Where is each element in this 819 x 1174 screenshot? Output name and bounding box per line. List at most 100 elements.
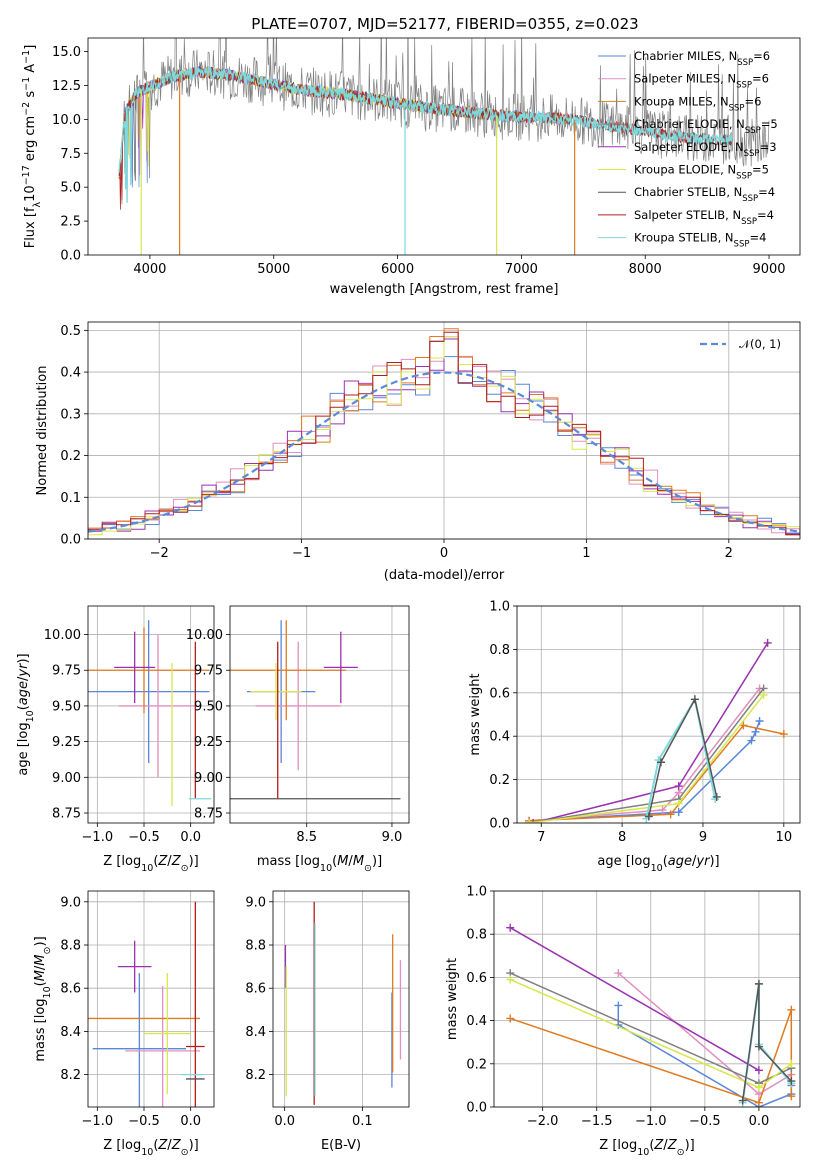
y-axis-label: mass [log10(M/M⊙)] bbox=[33, 936, 53, 1061]
label-part: −2 bbox=[21, 102, 32, 116]
x-tick-label: 0.0 bbox=[180, 1114, 201, 1129]
gaussian-curve bbox=[88, 371, 800, 533]
legend-text: Chabrier STELIB, N bbox=[634, 185, 742, 199]
legend-entry: Salpeter MILES, NSSP=6 bbox=[634, 72, 769, 91]
y-tick-label: 9.00 bbox=[194, 771, 223, 786]
x-tick-label: 1 bbox=[582, 546, 590, 561]
legend-entry: Kroupa STELIB, NSSP=4 bbox=[634, 231, 766, 250]
axes-frame bbox=[87, 37, 801, 256]
label-part: )] bbox=[33, 936, 48, 946]
label-part: )] bbox=[16, 653, 31, 663]
label-part: )] bbox=[189, 1138, 199, 1153]
label-part: A bbox=[23, 64, 38, 77]
legend-entry: Salpeter STELIB, NSSP=4 bbox=[634, 208, 774, 227]
weight-line-chabrier_elodie bbox=[528, 688, 765, 823]
y-tick-label: 5.0 bbox=[60, 181, 81, 196]
weight-marker bbox=[614, 969, 623, 978]
weight-marker bbox=[674, 782, 683, 791]
weight-marker bbox=[754, 979, 763, 988]
label-part: )] bbox=[189, 854, 199, 869]
x-tick-label: −2.0 bbox=[527, 1114, 559, 1129]
x-tick-label: 6000 bbox=[381, 262, 414, 277]
spectrum-line-salpeter_elodie bbox=[118, 65, 497, 175]
y-tick-label: 9.50 bbox=[52, 699, 81, 714]
error-bars bbox=[88, 901, 205, 1107]
spectrum-lines bbox=[118, 38, 770, 255]
legend-n: =3 bbox=[760, 140, 777, 154]
label-part: ⊙ bbox=[677, 1147, 685, 1158]
y-tick-label: 10.0 bbox=[52, 113, 81, 128]
y-tick-label: 9.0 bbox=[245, 895, 266, 910]
x-axis-label: Z [log10(Z/Z⊙)] bbox=[103, 854, 198, 874]
error-bars bbox=[230, 620, 401, 800]
legend-n: =6 bbox=[744, 94, 761, 108]
y-tick-label: 9.75 bbox=[52, 664, 81, 679]
weight-marker bbox=[674, 799, 683, 808]
label-part: age bbox=[16, 681, 31, 705]
weight-line-kroupa_stelib bbox=[645, 696, 717, 819]
label-part: / bbox=[663, 1138, 668, 1153]
spectrum-line-chabrier_elodie bbox=[118, 38, 770, 205]
y-tick-label: 9.25 bbox=[52, 735, 81, 750]
label-part: Z [log bbox=[103, 1138, 141, 1153]
weight-marker bbox=[787, 1077, 796, 1086]
y-tick-label: 9.50 bbox=[194, 699, 223, 714]
y-tick-label: 8.75 bbox=[194, 807, 223, 822]
axes-frame bbox=[516, 605, 801, 824]
y-tick-label: 1.0 bbox=[489, 600, 510, 615]
x-tick-label: −2 bbox=[150, 546, 169, 561]
label-part: / bbox=[16, 676, 31, 681]
legend-sub: SSP bbox=[742, 194, 758, 204]
weight-marker bbox=[658, 805, 667, 814]
mass_vs_Z-chart: −1.0 −0.5 0.08.28.48.68.89.0Z [log10(Z/Z⊙)… bbox=[33, 890, 215, 1158]
x-axis-label: Z [log10(Z/Z⊙)] bbox=[599, 1138, 694, 1158]
label-part: 10 bbox=[637, 1147, 649, 1158]
y-tick-label: 8.2 bbox=[60, 1068, 81, 1083]
weight-marker bbox=[754, 1098, 763, 1107]
label-part: 10 bbox=[42, 986, 53, 998]
y-tick-label: 8.6 bbox=[245, 982, 266, 997]
x-axis-label: age [log10(age/yr)] bbox=[597, 854, 719, 874]
spectrum-chart: 4000 5000 6000 7000 8000 9000 0.0 2.5 5.0 7.5 10.0… bbox=[21, 37, 801, 297]
legend-n: =4 bbox=[758, 185, 775, 199]
label-part: age bbox=[668, 854, 692, 869]
weight-line-chabrier_stelib bbox=[741, 983, 792, 1101]
legend-text: Chabrier MILES, N bbox=[634, 49, 737, 63]
y-tick-label: 0.5 bbox=[60, 324, 81, 339]
label-part: ⊙ bbox=[181, 1147, 189, 1158]
label-part: ( bbox=[332, 854, 337, 869]
label-part: / bbox=[692, 854, 697, 869]
x-tick-label: 0 bbox=[440, 546, 448, 561]
label-part: / bbox=[167, 854, 172, 869]
y-tick-label: 0.2 bbox=[60, 449, 81, 464]
legend-n: =6 bbox=[752, 72, 769, 86]
weight-marker bbox=[506, 1014, 515, 1023]
legend-entry: Chabrier MILES, NSSP=6 bbox=[634, 49, 770, 68]
y-tick-label: 15.0 bbox=[52, 45, 81, 60]
legend-text: Salpeter MILES, N bbox=[634, 72, 736, 86]
error-bars bbox=[88, 620, 212, 806]
label-part: 10 bbox=[25, 710, 36, 722]
x-axis-label: (data-model)/error bbox=[384, 568, 505, 583]
weight-marker bbox=[738, 1096, 747, 1105]
weight-marker bbox=[525, 819, 534, 823]
weight-marker bbox=[759, 690, 768, 699]
legend-entry: Chabrier STELIB, NSSP=4 bbox=[634, 185, 775, 204]
label-part: E(B-V) bbox=[321, 1138, 361, 1153]
label-part: mass [log bbox=[33, 998, 48, 1061]
legend-sub: SSP bbox=[745, 126, 761, 136]
label-part: ⊙ bbox=[364, 863, 372, 874]
legend-sub: SSP bbox=[737, 58, 753, 68]
weight-marker bbox=[754, 1066, 763, 1075]
histogram-salpeter_stelib bbox=[88, 331, 800, 536]
weight_vs_Z-chart: −2.0 −1.5 −1.0 −0.5 0.0 0.0 0.2 0.4 0.6 0.8 1.0 Z [… bbox=[445, 885, 801, 1158]
y-tick-label: 0.2 bbox=[466, 1057, 487, 1072]
label-part: )] bbox=[685, 1138, 695, 1153]
x-tick-label: −1.0 bbox=[82, 830, 114, 845]
x-tick-label: 7 bbox=[537, 830, 545, 845]
histogram-lines bbox=[88, 328, 800, 536]
label-part: Z [log bbox=[599, 1138, 637, 1153]
x-tick-label: 8000 bbox=[629, 262, 662, 277]
